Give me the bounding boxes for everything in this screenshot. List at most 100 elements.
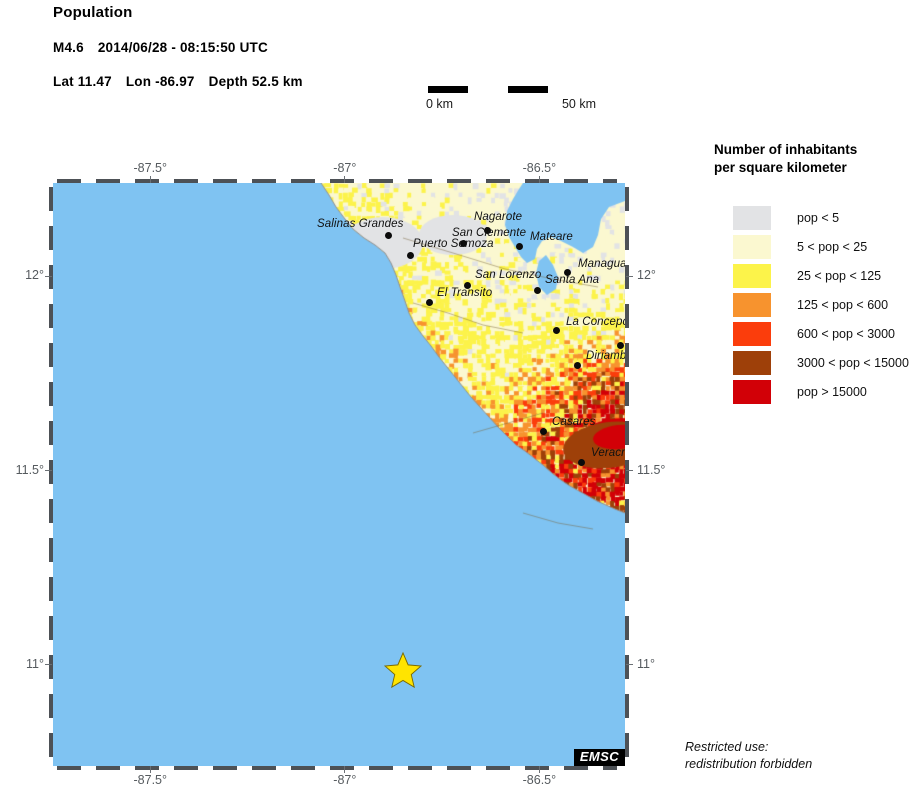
map-border-dash <box>291 766 315 770</box>
city-label: Santa Ana <box>545 274 600 286</box>
legend-entry: 125 < pop < 600 <box>714 290 913 319</box>
map-border-dash <box>603 766 617 770</box>
graticule-tick-mark <box>344 766 346 773</box>
map-border-dash <box>625 421 629 445</box>
legend-entry-label: 125 < pop < 600 <box>797 297 889 312</box>
population-density-raster <box>53 183 625 766</box>
legend-color-swatch <box>733 234 771 259</box>
scale-segment <box>428 86 468 93</box>
graticule-tick-mark <box>626 664 633 666</box>
epicenter-star-icon <box>384 651 422 689</box>
usage-notice-line1: Restricted use: <box>685 740 769 754</box>
city-label: San Lorenzo <box>475 269 542 281</box>
graticule-tick-mark <box>344 176 346 183</box>
map-border-dash <box>625 187 629 211</box>
city-dot-icon <box>385 232 392 239</box>
usage-notice: Restricted use: redistribution forbidden <box>685 739 812 773</box>
graticule-tick-mark <box>149 176 151 183</box>
map-border-dash <box>625 343 629 367</box>
scale-bar-min-label: 0 km <box>426 97 454 111</box>
city-dot-icon <box>464 282 471 289</box>
event-lat: Lat 11.47 <box>53 74 112 89</box>
city-label: Puerto Somoza <box>413 238 494 250</box>
scale-segment <box>468 86 508 93</box>
legend-entry-label: 25 < pop < 125 <box>797 268 882 283</box>
legend-panel: Number of inhabitants per square kilomet… <box>714 141 913 406</box>
graticule-tick-mark <box>626 470 633 472</box>
event-magnitude: M4.6 <box>53 40 84 55</box>
city-label: Mateare <box>530 231 573 243</box>
city-label: Veracr <box>591 447 625 459</box>
legend-entry: 5 < pop < 25 <box>714 232 913 261</box>
graticule-tick-label: -87° <box>333 773 357 787</box>
scale-bar-max-label: 50 km <box>561 97 596 111</box>
city-dot-icon <box>540 428 547 435</box>
legend-entry-label: 3000 < pop < 15000 <box>797 355 909 370</box>
graticule-tick-mark <box>626 275 633 277</box>
legend-entry-label: pop < 5 <box>797 210 840 225</box>
map-border-dash <box>625 265 629 289</box>
graticule-tick-mark <box>45 664 52 666</box>
city-label: Managua <box>578 258 625 270</box>
legend-entry: 25 < pop < 125 <box>714 261 913 290</box>
map-border-dash <box>96 766 120 770</box>
legend-entry: pop > 15000 <box>714 377 913 406</box>
legend-color-swatch <box>733 321 771 346</box>
graticule-tick-mark <box>45 275 52 277</box>
city-dot-icon <box>578 459 585 466</box>
legend-entry-label: 5 < pop < 25 <box>797 239 868 254</box>
city-label: San Clemente <box>452 227 527 239</box>
legend-title-line2: per square kilometer <box>714 160 847 175</box>
legend-entry: 3000 < pop < 15000 <box>714 348 913 377</box>
map-border-dash <box>330 766 354 770</box>
page-title: Population <box>53 4 133 21</box>
map-border-dash <box>525 766 549 770</box>
city-dot-icon <box>617 342 624 349</box>
map-border-dash <box>213 766 237 770</box>
city-label: El Transito <box>437 287 493 299</box>
legend-entry: 600 < pop < 3000 <box>714 319 913 348</box>
legend-color-swatch <box>733 350 771 375</box>
map-border-dash <box>625 382 629 406</box>
city-dot-icon <box>460 240 467 247</box>
map-border-dash <box>625 499 629 523</box>
city-dot-icon <box>534 287 541 294</box>
legend-entry: pop < 5 <box>714 203 913 232</box>
header-block: Population M4.6 2014/06/28 - 08:15:50 UTC… <box>53 4 473 89</box>
event-location: Lat 11.47 Lon -86.97 Depth 52.5 km <box>53 74 473 89</box>
legend-color-swatch <box>733 263 771 288</box>
legend-entry-label: pop > 15000 <box>797 384 867 399</box>
city-dot-icon <box>426 299 433 306</box>
city-dot-icon <box>516 243 523 250</box>
map-border-edge <box>49 766 629 770</box>
map-border-dash <box>174 766 198 770</box>
scale-segment <box>548 86 588 93</box>
scale-bar: 0 km 50 km <box>426 86 596 120</box>
map-border-dash <box>625 304 629 328</box>
city-dot-icon <box>564 269 571 276</box>
city-dot-icon <box>484 227 491 234</box>
graticule-tick-mark <box>538 176 540 183</box>
map-border-dash <box>408 766 432 770</box>
graticule-tick-label: 11° <box>26 656 44 671</box>
city-label: Diriamba <box>586 350 625 362</box>
event-datetime: 2014/06/28 - 08:15:50 UTC <box>97 40 268 55</box>
graticule-tick-mark <box>538 766 540 773</box>
graticule-tick-mark <box>45 470 52 472</box>
map-area[interactable]: EMSC Salinas Grandes Nagarote San Clemente… <box>53 183 625 766</box>
map-border-edge <box>625 179 629 770</box>
legend-color-swatch <box>733 292 771 317</box>
event-depth: Depth 52.5 km <box>208 74 303 89</box>
graticule-tick-label: -86.5° <box>522 773 557 787</box>
map-border-dash <box>625 655 629 679</box>
legend-color-swatch <box>733 205 771 230</box>
scale-segment <box>508 86 548 93</box>
city-dot-icon <box>553 327 560 334</box>
graticule-tick-label: -86.5° <box>522 161 557 175</box>
emsc-watermark: EMSC <box>573 749 625 766</box>
map-border-dash <box>625 577 629 601</box>
graticule-tick-label: 11° <box>637 656 655 671</box>
map-border-dash <box>625 694 629 718</box>
city-label: Salinas Grandes <box>317 218 404 230</box>
city-label: Casares <box>552 416 596 428</box>
